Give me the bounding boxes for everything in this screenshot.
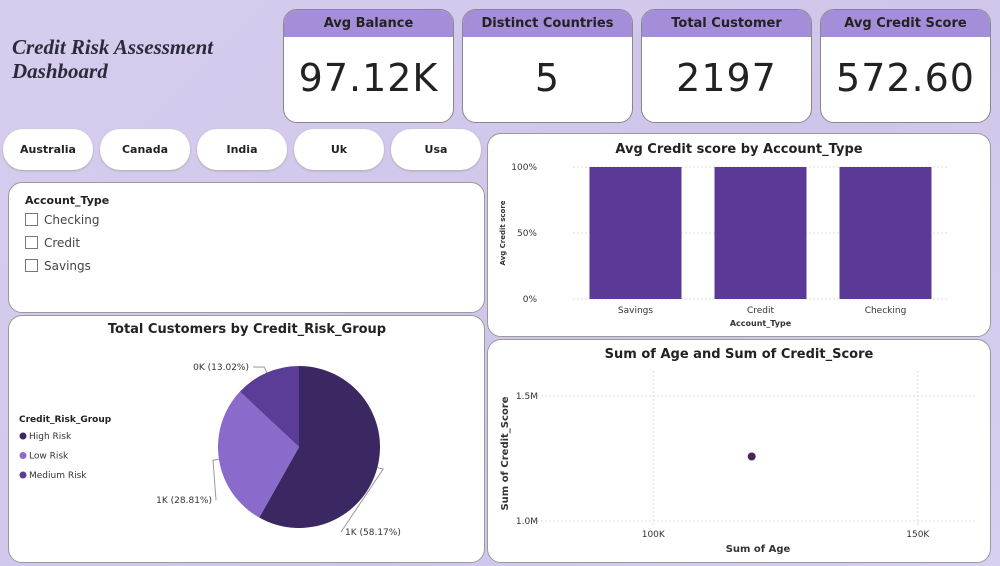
y-tick-label: 0% xyxy=(523,295,538,305)
legend-swatch xyxy=(19,452,27,459)
legend-swatch xyxy=(19,432,27,440)
option-label: Checking xyxy=(44,213,100,227)
filter-option[interactable]: Savings xyxy=(25,259,91,273)
chart-title: Sum of Age and Sum of Credit_Score xyxy=(605,347,874,362)
kpi-value: 5 xyxy=(534,56,561,100)
bar xyxy=(714,167,807,299)
pie-panel: Total Customers by Credit_Risk_Group 1K (… xyxy=(8,315,485,563)
kpi-value: 97.12K xyxy=(298,56,439,100)
pie-chart: Total Customers by Credit_Risk_Group 1K (… xyxy=(19,322,401,538)
scatter-chart: Sum of Age and Sum of Credit_Score 100K 15… xyxy=(500,347,976,555)
leader-line xyxy=(212,458,220,501)
y-tick-label: 100% xyxy=(511,163,537,173)
y-axis-label: Avg Credit score xyxy=(499,200,507,265)
kpi-value: 572.60 xyxy=(836,56,975,100)
dashboard-title: Credit Risk Assessment Dashboard xyxy=(12,35,214,83)
kpi-card: Avg Balance 97.12K xyxy=(283,9,454,123)
country-button[interactable]: Usa xyxy=(391,129,481,170)
checkbox xyxy=(25,213,38,226)
leader-line xyxy=(340,467,384,533)
filter-title: Account_Type xyxy=(25,194,110,207)
x-tick-label: Savings xyxy=(618,306,653,316)
bar xyxy=(839,167,932,299)
country-button[interactable]: Australia xyxy=(3,129,93,170)
y-tick-label: 50% xyxy=(517,229,537,239)
x-tick-label: 150K xyxy=(906,530,930,540)
checkbox xyxy=(25,236,38,249)
kpi-card: Distinct Countries 5 xyxy=(462,9,633,123)
legend-title: Credit_Risk_Group xyxy=(19,415,112,425)
x-axis-label: Account_Type xyxy=(730,319,792,328)
filter-option[interactable]: Credit xyxy=(25,236,80,250)
kpi-label: Total Customer xyxy=(642,10,811,37)
pie-slice xyxy=(239,366,299,447)
option-label: Credit xyxy=(44,236,81,250)
scatter-point xyxy=(747,452,756,461)
kpi-label: Avg Balance xyxy=(284,10,453,37)
pie-slice xyxy=(259,366,380,528)
chart-title: Avg Credit score by Account_Type xyxy=(615,142,862,157)
legend-label: Medium Risk xyxy=(29,471,87,481)
chart-title: Total Customers by Credit_Risk_Group xyxy=(108,322,386,337)
filter-option[interactable]: Checking xyxy=(25,213,99,227)
country-button[interactable]: Canada xyxy=(100,129,190,170)
y-axis-label: Sum of Credit_Score xyxy=(500,396,511,510)
kpi-card: Avg Credit Score 572.60 xyxy=(820,9,991,123)
data-label: 1K (58.17%) xyxy=(345,528,401,538)
kpi-value: 2197 xyxy=(676,56,777,100)
option-label: Savings xyxy=(44,259,91,273)
data-label: 1K (28.81%) xyxy=(156,496,212,506)
kpi-label: Avg Credit Score xyxy=(821,10,990,37)
kpi-card: Total Customer 2197 xyxy=(641,9,812,123)
kpi-label: Distinct Countries xyxy=(463,10,632,37)
checkbox xyxy=(25,259,38,272)
bar xyxy=(589,167,682,299)
y-tick-label: 1.0M xyxy=(516,517,538,527)
legend-swatch xyxy=(19,471,27,479)
country-button[interactable]: India xyxy=(197,129,287,170)
country-button[interactable]: Uk xyxy=(294,129,384,170)
x-tick-label: 100K xyxy=(642,530,666,540)
leader-line xyxy=(252,366,268,373)
data-label: 0K (13.02%) xyxy=(193,363,249,373)
legend-label: High Risk xyxy=(29,432,72,442)
x-axis-label: Sum of Age xyxy=(726,544,791,555)
pie-slice xyxy=(218,391,299,518)
scatter-panel: Sum of Age and Sum of Credit_Score 100K 15… xyxy=(487,339,991,563)
bar-panel: Avg Credit score by Account_Type 0% 50% 100… xyxy=(487,133,991,337)
y-tick-label: 1.5M xyxy=(516,392,538,402)
legend-label: Low Risk xyxy=(29,452,69,462)
x-tick-label: Checking xyxy=(865,306,907,316)
x-tick-label: Credit xyxy=(747,306,775,316)
bar-chart: Avg Credit score by Account_Type 0% 50% 100… xyxy=(499,142,948,328)
filter-panel: Account_Type Checking Credit Savings xyxy=(8,182,485,313)
